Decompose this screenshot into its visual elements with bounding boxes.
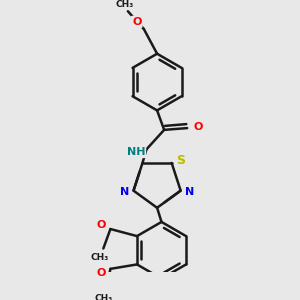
Text: N: N: [120, 188, 129, 197]
Text: CH₃: CH₃: [94, 295, 112, 300]
Text: CH₃: CH₃: [115, 0, 134, 9]
Text: N: N: [185, 188, 194, 197]
Text: O: O: [132, 17, 141, 27]
Text: S: S: [176, 154, 185, 167]
Text: O: O: [97, 268, 106, 278]
Text: NH: NH: [127, 147, 145, 157]
Text: CH₃: CH₃: [91, 253, 109, 262]
Text: O: O: [193, 122, 203, 132]
Text: O: O: [97, 220, 106, 230]
